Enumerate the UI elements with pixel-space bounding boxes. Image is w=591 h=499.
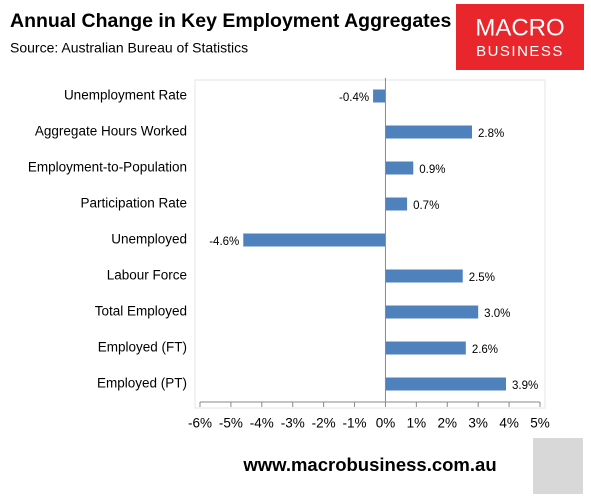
chart-title: Annual Change in Key Employment Aggregat…	[10, 10, 452, 32]
value-label: 2.5%	[469, 272, 495, 284]
x-tick-label: -5%	[219, 416, 243, 431]
x-tick-label: -2%	[312, 416, 336, 431]
y-tick-label: Unemployment Rate	[64, 88, 187, 103]
y-tick-label: Labour Force	[107, 268, 187, 283]
y-tick-label: Employed (FT)	[98, 340, 187, 355]
y-tick-label: Unemployed	[111, 232, 187, 247]
x-tick-label: 0%	[376, 416, 396, 431]
x-tick-label: 5%	[530, 416, 550, 431]
chart-subtitle: Source: Australian Bureau of Statistics	[10, 40, 248, 56]
value-label: -0.4%	[339, 92, 369, 104]
bar	[385, 377, 506, 391]
bar	[373, 89, 386, 103]
value-label: 3.9%	[512, 380, 538, 392]
bar	[385, 341, 466, 355]
value-label: -4.6%	[209, 236, 239, 248]
value-label: 3.0%	[484, 308, 510, 320]
x-tick-label: -6%	[188, 416, 212, 431]
logo-text: BUSINESS	[476, 43, 564, 60]
logo	[456, 4, 584, 70]
value-label: 0.7%	[413, 200, 439, 212]
x-tick-label: 2%	[438, 416, 458, 431]
x-tick-label: 1%	[407, 416, 427, 431]
y-tick-label: Participation Rate	[80, 196, 187, 211]
bar	[385, 305, 479, 319]
y-tick-label: Employed (PT)	[97, 376, 187, 391]
value-label: 2.6%	[472, 344, 498, 356]
bar	[243, 233, 386, 247]
y-tick-label: Employment-to-Population	[28, 160, 187, 175]
bar	[385, 125, 472, 139]
value-label: 0.9%	[419, 164, 445, 176]
y-tick-label: Aggregate Hours Worked	[35, 124, 187, 139]
x-tick-label: -3%	[281, 416, 305, 431]
logo-text: MACRO	[475, 14, 564, 41]
x-tick-label: -1%	[343, 416, 367, 431]
bar	[385, 197, 408, 211]
x-tick-label: -4%	[250, 416, 274, 431]
bar	[385, 161, 414, 175]
footer: www.macrobusiness.com.au	[242, 454, 496, 475]
value-label: 2.8%	[478, 128, 504, 140]
y-tick-label: Total Employed	[95, 304, 187, 319]
plot-frame	[194, 79, 546, 409]
bar	[385, 269, 463, 283]
wolf-icon	[533, 438, 583, 494]
x-tick-label: 4%	[499, 416, 519, 431]
x-tick-label: 3%	[468, 416, 488, 431]
